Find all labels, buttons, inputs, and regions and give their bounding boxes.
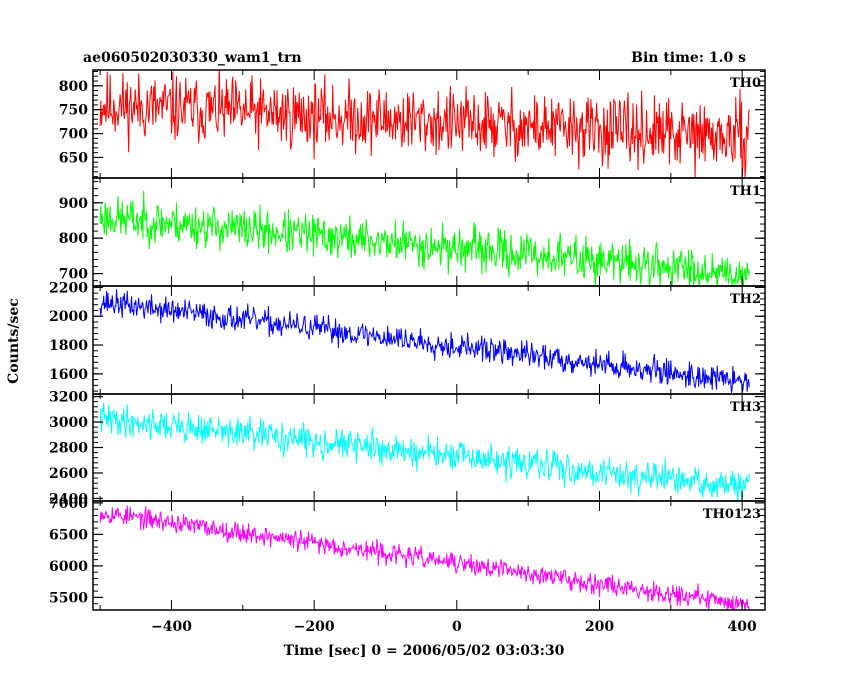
y-tick-label: 800 bbox=[59, 79, 88, 95]
series-th0123 bbox=[99, 505, 750, 610]
y-tick-label: 6500 bbox=[49, 527, 88, 543]
chart-title: ae060502030330_wam1_trn bbox=[83, 50, 302, 66]
y-tick-label: 2800 bbox=[49, 441, 88, 457]
x-tick-label: 400 bbox=[728, 619, 757, 635]
x-tick-label: 0 bbox=[452, 619, 462, 635]
y-tick-label: 2000 bbox=[49, 309, 88, 325]
y-tick-label: 5500 bbox=[49, 590, 88, 606]
x-tick-label: 200 bbox=[585, 619, 614, 635]
y-axis-title: Counts/sec bbox=[6, 298, 22, 384]
x-tick-label: −200 bbox=[294, 619, 335, 635]
x-axis-title: Time [sec] 0 = 2006/05/02 03:03:30 bbox=[284, 643, 565, 659]
y-tick-label: 2200 bbox=[49, 280, 88, 296]
panel-label: TH2 bbox=[730, 292, 761, 307]
y-tick-label: 800 bbox=[59, 231, 88, 247]
y-tick-label: 2400 bbox=[49, 491, 88, 507]
series-th1 bbox=[99, 191, 750, 286]
series-th0 bbox=[99, 70, 750, 178]
y-tick-label: 700 bbox=[59, 267, 88, 283]
panel-frame bbox=[92, 69, 766, 179]
series-th2 bbox=[99, 289, 750, 394]
y-tick-label: 700 bbox=[59, 127, 88, 143]
series-th3 bbox=[99, 402, 750, 501]
panel-label: TH3 bbox=[730, 400, 761, 415]
panel-th0: 650 700 750 800 TH0 bbox=[59, 69, 766, 179]
y-tick-label: 1600 bbox=[49, 367, 88, 383]
y-tick-label: 7000 bbox=[49, 496, 88, 512]
y-tick-label: 3200 bbox=[49, 390, 88, 406]
y-tick-label: 1800 bbox=[49, 338, 88, 354]
x-axis: −400 −200 0 200 400 bbox=[151, 619, 757, 635]
y-tick-label: 900 bbox=[59, 196, 88, 212]
panel-th3: 2400 2600 2800 3000 3200 TH3 bbox=[49, 390, 766, 507]
bin-time-label: Bin time: 1.0 s bbox=[631, 50, 746, 66]
panel-label: TH0 bbox=[730, 76, 761, 91]
y-tick-label: 6000 bbox=[49, 559, 88, 575]
panels-group: 650 700 750 800 TH0 700 800 900 TH1 1600 1800 2000 2… bbox=[49, 69, 766, 611]
panel-label: TH0123 bbox=[703, 507, 761, 522]
y-tick-label: 2600 bbox=[49, 466, 88, 482]
panel-th0123: 5500 6000 6500 7000 TH0123 bbox=[49, 496, 766, 611]
panel-th2: 1600 1800 2000 2200 TH2 bbox=[49, 280, 766, 395]
panel-label: TH1 bbox=[730, 184, 761, 199]
x-tick-label: −400 bbox=[151, 619, 192, 635]
y-tick-label: 750 bbox=[59, 103, 88, 119]
y-tick-label: 3000 bbox=[49, 415, 88, 431]
panel-th1: 700 800 900 TH1 bbox=[59, 177, 766, 287]
y-tick-label: 650 bbox=[59, 150, 88, 166]
panel-frame bbox=[92, 500, 766, 611]
